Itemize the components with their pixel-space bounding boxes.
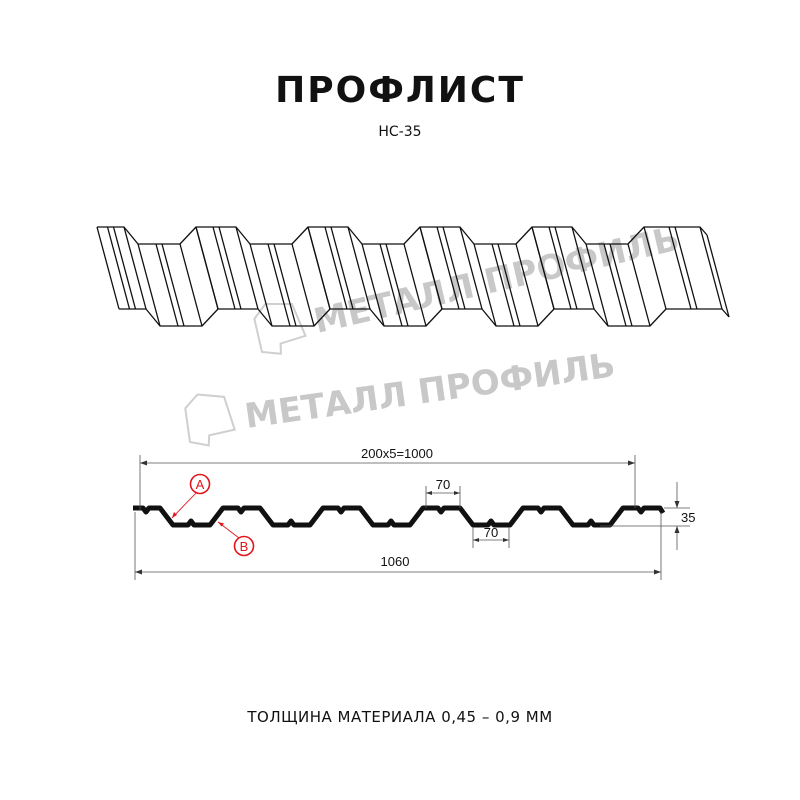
- sheet-fold-line: [137, 243, 161, 327]
- sheet-rib-line: [436, 226, 460, 310]
- sheet-fold-line: [235, 226, 259, 310]
- sheet-rib-line: [385, 243, 409, 327]
- sheet-rib-line: [554, 226, 578, 310]
- sheet-fold-line: [123, 226, 147, 310]
- sheet-fold-line: [249, 243, 273, 327]
- profile-model: НС-35: [378, 124, 422, 140]
- sheet-rib-line: [548, 226, 572, 310]
- sheet-fold-line: [627, 243, 651, 327]
- sheet-rib-line: [674, 226, 698, 310]
- sheet-rib-line: [212, 226, 236, 310]
- sheet-rib-line: [112, 226, 137, 310]
- sheet-fold-line: [307, 226, 331, 310]
- sheet-fold-line: [195, 226, 219, 310]
- cross-section: [133, 505, 666, 528]
- overall-width-label: 1060: [381, 554, 410, 569]
- sheet-rib-line: [330, 226, 354, 310]
- sheet-rib-line: [668, 226, 692, 310]
- sheet-fold-line: [515, 243, 539, 327]
- marker-b-label: B: [240, 539, 249, 554]
- sheet-fold-line: [403, 243, 427, 327]
- sheet-fold-line: [459, 226, 483, 310]
- watermark-text: МЕТАЛЛ ПРОФИЛЬ: [310, 219, 683, 342]
- marker-a: A: [171, 473, 211, 519]
- page-title: ПРОФЛИСТ: [275, 70, 525, 111]
- sheet-rib-line: [324, 226, 348, 310]
- sheet-fold-line: [531, 226, 555, 310]
- marker-a-label: A: [196, 477, 205, 492]
- sheet-rib-line: [218, 226, 242, 310]
- sheet-rib-line: [267, 243, 291, 327]
- sheet-fold-line: [347, 226, 371, 310]
- sheet-rib-line: [379, 243, 403, 327]
- sheet-rib-line: [603, 243, 627, 327]
- sheet-fold-line: [699, 226, 723, 310]
- sheet-rib-line: [161, 243, 185, 327]
- sheet-rib-line: [106, 226, 131, 310]
- sheet-fold-line: [179, 243, 203, 327]
- watermark-top: МЕТАЛЛ ПРОФИЛЬ: [253, 219, 683, 355]
- dimension-arrows: [135, 460, 680, 575]
- sheet-fold-line: [419, 226, 443, 310]
- material-thickness-note: ТОЛЩИНА МАТЕРИАЛА 0,45 – 0,9 ММ: [247, 708, 553, 726]
- sheet-rib-line: [155, 243, 179, 327]
- pitch-dimension-label: 200x5=1000: [361, 446, 433, 461]
- sheet-fold-line: [585, 243, 609, 327]
- sheet-rib-line: [442, 226, 466, 310]
- sheet-3d-view: [96, 226, 730, 327]
- marker-b: B: [217, 521, 255, 557]
- sheet-rib-line: [273, 243, 297, 327]
- sheet-fold-line: [706, 234, 730, 318]
- sheet-fold-line: [643, 226, 667, 310]
- sheet-fold-line: [96, 226, 120, 310]
- sheet-rib-line: [491, 243, 515, 327]
- sheet-fold-line: [361, 243, 385, 327]
- watermark-text-2: МЕТАЛЛ ПРОФИЛЬ: [242, 345, 617, 437]
- bottom-flat-label: 70: [484, 525, 498, 540]
- sheet-fold-line: [473, 243, 497, 327]
- sheet-rib-line: [609, 243, 633, 327]
- top-flat-label: 70: [436, 477, 450, 492]
- height-label: 35: [681, 510, 695, 525]
- sheet-fold-line: [571, 226, 595, 310]
- profile-section-line: [133, 505, 666, 528]
- sheet-rib-line: [497, 243, 521, 327]
- watermark-bottom: МЕТАЛЛ ПРОФИЛЬ: [184, 345, 618, 447]
- sheet-fold-line: [291, 243, 315, 327]
